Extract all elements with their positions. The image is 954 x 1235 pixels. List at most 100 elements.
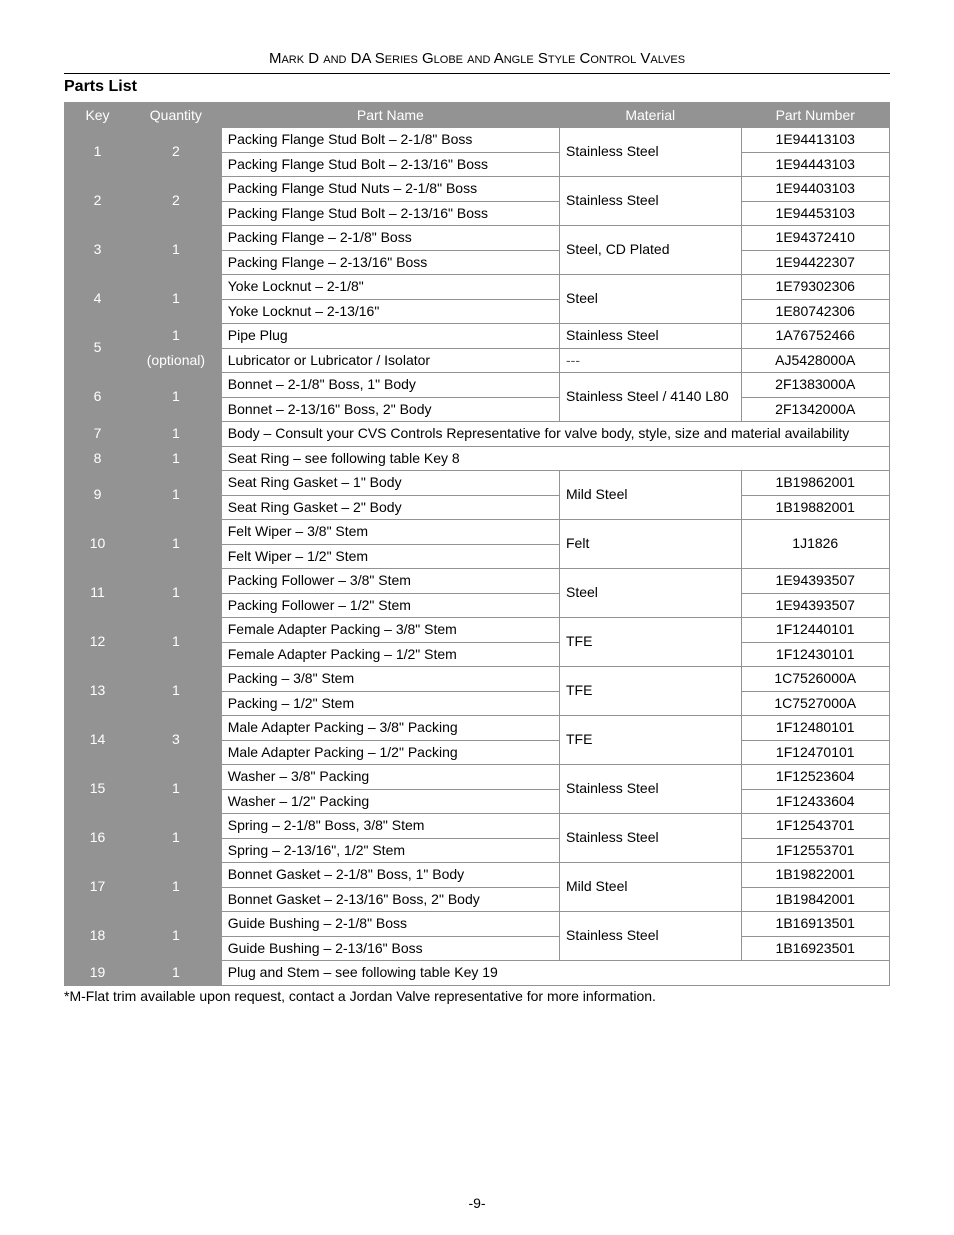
cell-part-name: Packing Flange Stud Bolt – 2-13/16" Boss [221, 201, 559, 226]
cell-part-number: 1F12480101 [741, 716, 890, 741]
cell-material: Stainless Steel / 4140 L80 [560, 373, 742, 422]
cell-part-number: 1J1826 [741, 520, 890, 569]
cell-part-number: 1B16923501 [741, 936, 890, 961]
cell-part-name: Bonnet – 2-1/8" Boss, 1" Body [221, 373, 559, 398]
cell-part-number: 1E94443103 [741, 152, 890, 177]
cell-part-name: Seat Ring Gasket – 2" Body [221, 495, 559, 520]
cell-part-name: Yoke Locknut – 2-13/16" [221, 299, 559, 324]
cell-part-name: Washer – 1/2" Packing [221, 789, 559, 814]
table-row: 41Yoke Locknut – 2-1/8"Steel1E79302306 [65, 275, 890, 300]
table-row: 51Pipe PlugStainless Steel1A76752466 [65, 324, 890, 349]
page-number: -9- [0, 1195, 954, 1211]
cell-key: 16 [65, 814, 131, 863]
cell-part-number: 1E94372410 [741, 226, 890, 251]
cell-part-name: Bonnet Gasket – 2-1/8" Boss, 1" Body [221, 863, 559, 888]
col-mat: Material [560, 103, 742, 128]
document-title: Mark D and DA Series Globe and Angle Sty… [64, 50, 890, 74]
cell-part-name: Bonnet – 2-13/16" Boss, 2" Body [221, 397, 559, 422]
table-header-row: Key Quantity Part Name Material Part Num… [65, 103, 890, 128]
cell-material: Steel [560, 275, 742, 324]
col-pn: Part Number [741, 103, 890, 128]
cell-material: Steel, CD Plated [560, 226, 742, 275]
table-row: 12Packing Flange Stud Bolt – 2-1/8" Boss… [65, 128, 890, 153]
cell-part-name: Female Adapter Packing – 1/2" Stem [221, 642, 559, 667]
cell-material: Stainless Steel [560, 177, 742, 226]
cell-part-number: 1E94393507 [741, 593, 890, 618]
table-row: 121Female Adapter Packing – 3/8" StemTFE… [65, 618, 890, 643]
cell-part-number: 1B19822001 [741, 863, 890, 888]
cell-part-number: 1E94403103 [741, 177, 890, 202]
cell-part-name: Bonnet Gasket – 2-13/16" Boss, 2" Body [221, 887, 559, 912]
cell-key: 3 [65, 226, 131, 275]
cell-qty: 1 [131, 373, 222, 422]
cell-full: Plug and Stem – see following table Key … [221, 961, 889, 986]
cell-key: 2 [65, 177, 131, 226]
cell-qty: 2 [131, 177, 222, 226]
table-row: 191Plug and Stem – see following table K… [65, 961, 890, 986]
cell-part-name: Washer – 3/8" Packing [221, 765, 559, 790]
cell-part-number: AJ5428000A [741, 348, 890, 373]
parts-list-table: Key Quantity Part Name Material Part Num… [64, 102, 890, 986]
cell-part-number: 2F1342000A [741, 397, 890, 422]
cell-material: --- [560, 348, 742, 373]
table-row: 143Male Adapter Packing – 3/8" PackingTF… [65, 716, 890, 741]
cell-part-number: 1E80742306 [741, 299, 890, 324]
cell-qty: 1 [131, 863, 222, 912]
col-name: Part Name [221, 103, 559, 128]
cell-part-name: Guide Bushing – 2-1/8" Boss [221, 912, 559, 937]
cell-part-name: Packing Flange Stud Nuts – 2-1/8" Boss [221, 177, 559, 202]
cell-part-name: Packing Follower – 1/2" Stem [221, 593, 559, 618]
cell-key: 15 [65, 765, 131, 814]
cell-part-number: 1F12553701 [741, 838, 890, 863]
cell-part-name: Male Adapter Packing – 1/2" Packing [221, 740, 559, 765]
table-row: 91Seat Ring Gasket – 1" BodyMild Steel1B… [65, 471, 890, 496]
cell-part-number: 1E79302306 [741, 275, 890, 300]
cell-key: 14 [65, 716, 131, 765]
cell-qty: 2 [131, 128, 222, 177]
cell-part-name: Packing Flange – 2-1/8" Boss [221, 226, 559, 251]
cell-key: 13 [65, 667, 131, 716]
table-row: 31Packing Flange – 2-1/8" BossSteel, CD … [65, 226, 890, 251]
cell-material: Mild Steel [560, 863, 742, 912]
cell-part-name: Guide Bushing – 2-13/16" Boss [221, 936, 559, 961]
cell-key: 6 [65, 373, 131, 422]
cell-key: 1 [65, 128, 131, 177]
cell-part-number: 1E94422307 [741, 250, 890, 275]
cell-key: 19 [65, 961, 131, 986]
table-row: 71Body – Consult your CVS Controls Repre… [65, 422, 890, 447]
section-heading: Parts List [64, 78, 890, 96]
cell-qty: 1 [131, 912, 222, 961]
cell-part-name: Spring – 2-13/16", 1/2" Stem [221, 838, 559, 863]
cell-material: Stainless Steel [560, 128, 742, 177]
cell-part-number: 1C7526000A [741, 667, 890, 692]
cell-qty: 1 [131, 961, 222, 986]
col-qty: Quantity [131, 103, 222, 128]
table-row: 181Guide Bushing – 2-1/8" BossStainless … [65, 912, 890, 937]
cell-part-name: Packing – 3/8" Stem [221, 667, 559, 692]
table-row: 171Bonnet Gasket – 2-1/8" Boss, 1" BodyM… [65, 863, 890, 888]
cell-part-name: Packing Flange Stud Bolt – 2-13/16" Boss [221, 152, 559, 177]
cell-qty: 1 [131, 618, 222, 667]
cell-material: Felt [560, 520, 742, 569]
cell-part-number: 1E94453103 [741, 201, 890, 226]
cell-key: 7 [65, 422, 131, 447]
cell-part-number: 1F12433604 [741, 789, 890, 814]
cell-material: Stainless Steel [560, 765, 742, 814]
cell-part-name: Yoke Locknut – 2-1/8" [221, 275, 559, 300]
cell-part-number: 2F1383000A [741, 373, 890, 398]
table-row: 151Washer – 3/8" PackingStainless Steel1… [65, 765, 890, 790]
cell-part-name: Male Adapter Packing – 3/8" Packing [221, 716, 559, 741]
cell-qty: 1 [131, 667, 222, 716]
cell-qty: 1 [131, 471, 222, 520]
cell-material: TFE [560, 716, 742, 765]
cell-part-number: 1B19842001 [741, 887, 890, 912]
cell-part-number: 1F12523604 [741, 765, 890, 790]
cell-part-name: Felt Wiper – 3/8" Stem [221, 520, 559, 545]
page: Mark D and DA Series Globe and Angle Sty… [0, 0, 954, 1235]
cell-part-number: 1A76752466 [741, 324, 890, 349]
cell-part-name: Felt Wiper – 1/2" Stem [221, 544, 559, 569]
cell-qty: 1 [131, 226, 222, 275]
cell-key: 12 [65, 618, 131, 667]
cell-part-number: 1F12470101 [741, 740, 890, 765]
cell-part-name: Packing – 1/2" Stem [221, 691, 559, 716]
